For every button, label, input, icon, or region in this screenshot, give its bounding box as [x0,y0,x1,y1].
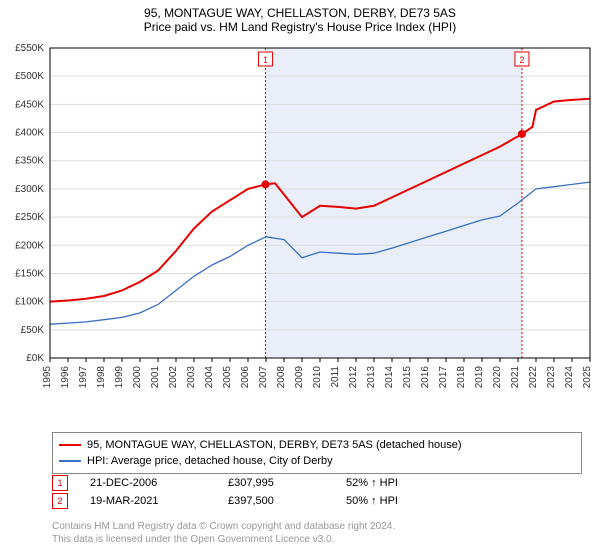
svg-text:2020: 2020 [492,366,503,389]
svg-text:1995: 1995 [42,366,53,389]
legend-swatch-0 [59,444,81,446]
svg-text:£350K: £350K [15,156,44,167]
svg-text:2006: 2006 [240,366,251,389]
svg-text:1998: 1998 [96,366,107,389]
svg-text:£200K: £200K [15,240,44,251]
svg-text:2016: 2016 [420,366,431,389]
footer-line2: This data is licensed under the Open Gov… [52,533,582,546]
svg-text:2019: 2019 [474,366,485,389]
svg-text:2013: 2013 [366,366,377,389]
transaction-row-1: 2 19-MAR-2021 £397,500 50% ↑ HPI [52,492,582,510]
legend-row-1: HPI: Average price, detached house, City… [59,453,575,469]
svg-text:2015: 2015 [402,366,413,389]
svg-text:2018: 2018 [456,366,467,389]
svg-text:2007: 2007 [258,366,269,389]
transaction-delta-0: 52% ↑ HPI [346,474,496,492]
svg-text:2022: 2022 [528,366,539,389]
svg-text:2002: 2002 [168,366,179,389]
legend-label-0: 95, MONTAGUE WAY, CHELLASTON, DERBY, DE7… [87,437,462,453]
svg-text:2023: 2023 [546,366,557,389]
transaction-date-1: 19-MAR-2021 [90,492,220,510]
chart-area: £0K£50K£100K£150K£200K£250K£300K£350K£40… [50,48,590,408]
chart-container: 95, MONTAGUE WAY, CHELLASTON, DERBY, DE7… [0,0,600,560]
svg-text:£150K: £150K [15,268,44,279]
svg-text:2009: 2009 [294,366,305,389]
svg-text:1997: 1997 [78,366,89,389]
svg-text:2011: 2011 [330,366,341,388]
svg-text:2003: 2003 [186,366,197,389]
svg-text:2008: 2008 [276,366,287,389]
svg-text:£300K: £300K [15,184,44,195]
transaction-marker-1: 2 [52,493,68,509]
svg-text:2017: 2017 [438,366,449,389]
legend-box: 95, MONTAGUE WAY, CHELLASTON, DERBY, DE7… [52,432,582,474]
legend-label-1: HPI: Average price, detached house, City… [87,453,333,469]
legend-row-0: 95, MONTAGUE WAY, CHELLASTON, DERBY, DE7… [59,437,575,453]
svg-text:1999: 1999 [114,366,125,389]
transaction-marker-0: 1 [52,475,68,491]
transaction-price-0: £307,995 [228,474,338,492]
transaction-price-1: £397,500 [228,492,338,510]
svg-text:£50K: £50K [21,325,45,336]
svg-text:£250K: £250K [15,212,44,223]
svg-text:£0K: £0K [26,353,44,364]
svg-text:1996: 1996 [60,366,71,389]
transaction-row-0: 1 21-DEC-2006 £307,995 52% ↑ HPI [52,474,582,492]
svg-text:2025: 2025 [582,366,593,389]
svg-text:2024: 2024 [564,366,575,389]
svg-text:2021: 2021 [510,366,521,389]
svg-text:1: 1 [263,55,268,65]
title-block: 95, MONTAGUE WAY, CHELLASTON, DERBY, DE7… [0,0,600,34]
title-line2: Price paid vs. HM Land Registry's House … [0,20,600,34]
transaction-delta-1: 50% ↑ HPI [346,492,496,510]
svg-text:2: 2 [519,55,524,65]
footer-text: Contains HM Land Registry data © Crown c… [52,520,582,546]
svg-text:2012: 2012 [348,366,359,389]
chart-svg: £0K£50K£100K£150K£200K£250K£300K£350K£40… [50,48,590,408]
transaction-date-0: 21-DEC-2006 [90,474,220,492]
footer-line1: Contains HM Land Registry data © Crown c… [52,520,582,533]
svg-text:£500K: £500K [15,71,44,82]
svg-text:2001: 2001 [150,366,161,389]
svg-text:2000: 2000 [132,366,143,389]
svg-text:2014: 2014 [384,366,395,389]
svg-text:2010: 2010 [312,366,323,389]
legend-swatch-1 [59,460,81,462]
svg-text:2004: 2004 [204,366,215,389]
title-line1: 95, MONTAGUE WAY, CHELLASTON, DERBY, DE7… [0,6,600,20]
transaction-rows: 1 21-DEC-2006 £307,995 52% ↑ HPI 2 19-MA… [52,474,582,510]
svg-text:£550K: £550K [15,43,44,54]
svg-text:£100K: £100K [15,297,44,308]
svg-text:£450K: £450K [15,99,44,110]
svg-text:£400K: £400K [15,128,44,139]
svg-text:2005: 2005 [222,366,233,389]
